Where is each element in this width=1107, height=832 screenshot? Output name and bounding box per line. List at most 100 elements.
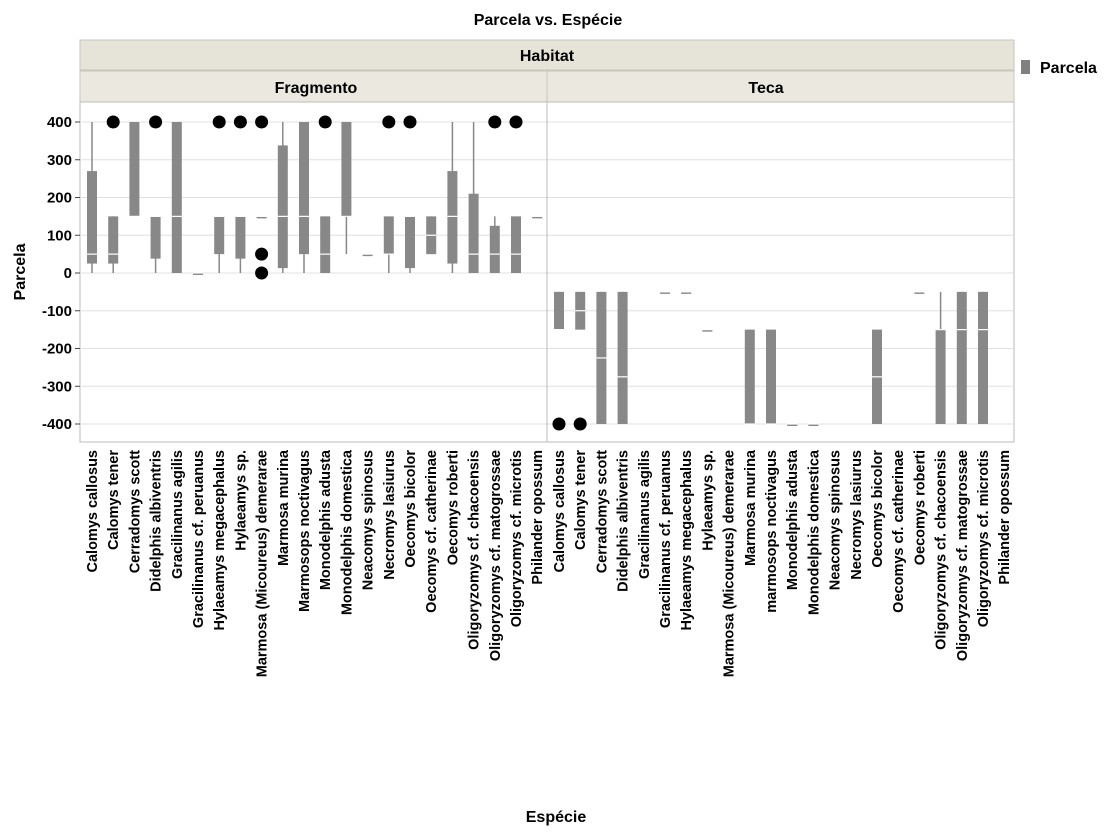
legend: Parcela <box>1021 60 1097 77</box>
outlier-point <box>233 115 247 129</box>
outlier-point <box>382 115 396 129</box>
box <box>277 145 288 269</box>
panel-header-fragmento <box>79 70 548 103</box>
box <box>383 216 394 255</box>
category-label: Neacomys spinosus <box>361 450 377 590</box>
box <box>744 329 755 424</box>
category-label: Philander opossum <box>530 450 546 585</box>
facet-title: Habitat <box>520 48 575 65</box>
panel-header-teca <box>546 70 1015 103</box>
category-label: Gracilinanus agilis <box>637 450 653 579</box>
box <box>978 291 988 424</box>
y-axis-label: Parcela <box>12 243 29 300</box>
category-label: Didelphis albiventris <box>616 450 632 592</box>
category-label: Marmosa (Micoureus) demerarae <box>722 450 738 677</box>
category-label: marmosops noctivagus <box>764 450 780 613</box>
box <box>808 424 819 426</box>
category-label: Oecomys cf. catherinae <box>424 450 440 613</box>
category-label: Monodelphis domestica <box>806 449 822 615</box>
category-label: Oligoryzomys cf. chacoensis <box>467 450 483 650</box>
box <box>702 329 713 332</box>
category-label: Oligoryzomys cf. chacoensis <box>934 450 950 650</box>
outlier-point <box>573 417 587 431</box>
box <box>150 216 161 259</box>
category-label: Gracilinanus cf. peruanus <box>191 450 207 628</box>
outlier-point <box>488 115 502 129</box>
box <box>341 122 352 217</box>
outlier-point <box>255 115 269 129</box>
panel-title-fragmento: Fragmento <box>275 80 358 97</box>
box <box>935 329 946 424</box>
box <box>299 122 309 255</box>
box <box>681 291 692 294</box>
category-labels: Calomys callosus Calomys tener Cerradomys … <box>85 449 1013 677</box>
category-label: Oecomys roberti <box>912 450 928 565</box>
category-label: Hylaeamys megacephalus <box>679 450 695 631</box>
box-marks <box>87 115 988 431</box>
category-label: Marmosa murina <box>276 449 292 566</box>
y-tick-label: 0 <box>64 265 72 282</box>
category-label: Oecomys bicolor <box>403 450 419 568</box>
category-label: Oligoryzomys cf. matogrossae <box>488 450 504 661</box>
box <box>554 291 564 330</box>
outlier-point <box>318 115 332 129</box>
category-label: Necromys lasiurus <box>849 450 865 580</box>
panel-title-teca: Teca <box>748 80 783 97</box>
outlier-point <box>255 266 269 280</box>
y-axis-ticks: 400 300 200 100 0 -100 -200 -300 -400 <box>42 114 80 433</box>
box <box>320 216 331 273</box>
box <box>468 193 479 273</box>
box <box>108 216 119 264</box>
box <box>914 291 925 294</box>
category-label: Gracilinanus agilis <box>170 450 186 579</box>
box <box>617 291 628 424</box>
outlier-point <box>552 417 566 431</box>
box <box>87 171 97 264</box>
legend-swatch <box>1021 60 1030 74</box>
category-label: Didelphis albiventris <box>149 450 165 592</box>
box <box>405 216 415 269</box>
y-tick-label: 200 <box>47 190 72 207</box>
category-label: Philander opossum <box>997 450 1013 585</box>
y-tick-label: -200 <box>42 341 72 358</box>
box <box>447 171 458 264</box>
category-label: Monodelphis adusta <box>318 449 334 590</box>
category-label: Oecomys roberti <box>445 450 461 565</box>
outlier-point <box>255 247 269 261</box>
category-label: Calomys callosus <box>85 450 101 573</box>
category-label: Oligoryzomys cf. matogrossae <box>955 450 971 661</box>
box <box>489 225 500 273</box>
category-label: Neacomys spinosus <box>828 450 844 590</box>
category-label: Marmosops noctivagus <box>297 450 313 612</box>
facet-header <box>79 39 1015 71</box>
box <box>235 216 246 259</box>
category-label: Oecomys bicolor <box>870 450 886 568</box>
category-label: Hylaeamys sp. <box>700 450 716 551</box>
box <box>171 122 182 273</box>
category-label: Cerradomys scott <box>594 450 610 573</box>
box <box>256 216 267 219</box>
outlier-point <box>403 115 417 129</box>
y-tick-label: 400 <box>47 114 72 131</box>
box <box>511 216 521 273</box>
box <box>362 254 373 257</box>
category-label: Calomys callosus <box>552 450 568 573</box>
box <box>787 424 798 426</box>
box <box>532 216 543 219</box>
outlier-point <box>106 115 120 129</box>
chart-title: Parcela vs. Espécie <box>474 12 623 29</box>
category-label: Cerradomys scott <box>127 450 143 573</box>
box <box>193 273 203 275</box>
box <box>660 291 670 294</box>
category-label: Monodelphis adusta <box>785 449 801 590</box>
category-label: Marmosa murina <box>743 449 759 566</box>
box <box>766 329 776 424</box>
category-label: Hylaeamys sp. <box>233 450 249 551</box>
category-label: Hylaeamys megacephalus <box>212 450 228 631</box>
y-tick-label: 300 <box>47 152 72 169</box>
category-label: Calomys tener <box>106 450 122 550</box>
outlier-point <box>212 115 226 129</box>
category-label: Oligoryzomys cf. microtis <box>976 450 992 627</box>
category-label: Oecomys cf. catherinae <box>891 450 907 613</box>
legend-label: Parcela <box>1040 60 1097 77</box>
